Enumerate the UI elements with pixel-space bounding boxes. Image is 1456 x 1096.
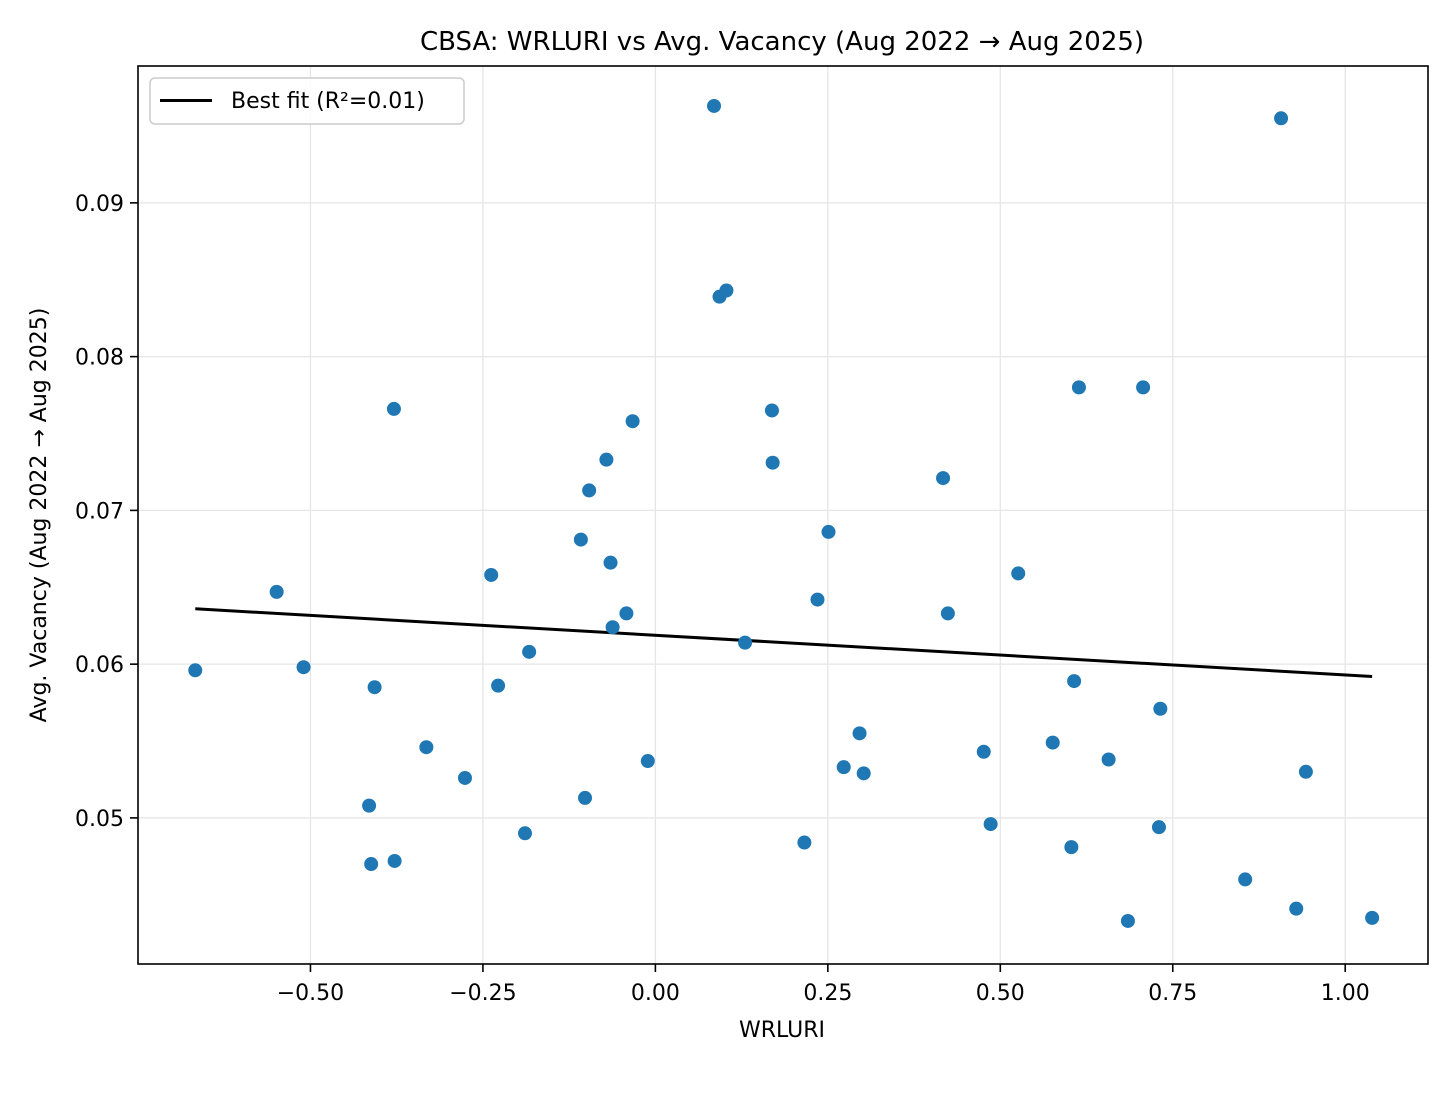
axis-ticks: −0.50 −0.25 0.00 0.25 0.50 0.75 1.00 0.05 0.06 0.… xyxy=(75,192,1370,1006)
data-point xyxy=(1274,111,1289,126)
data-point xyxy=(1101,752,1116,767)
data-point xyxy=(976,744,991,759)
y-tick-label: 0.09 xyxy=(75,192,124,217)
data-point xyxy=(1365,910,1380,925)
data-point xyxy=(605,620,620,635)
x-axis-label: WRLURI xyxy=(739,1018,825,1043)
data-point xyxy=(578,790,593,805)
data-point xyxy=(836,760,851,775)
y-axis-label: Avg. Vacancy (Aug 2022 → Aug 2025) xyxy=(27,308,52,723)
legend: Best fit (R²=0.01) xyxy=(149,77,465,125)
data-point xyxy=(764,403,779,418)
data-point xyxy=(1151,820,1166,835)
data-point xyxy=(1120,913,1135,928)
data-point xyxy=(522,644,537,659)
data-point xyxy=(419,740,434,755)
data-point xyxy=(387,853,402,868)
data-points xyxy=(188,98,1380,928)
data-point xyxy=(491,678,506,693)
x-tick-label: −0.50 xyxy=(277,981,344,1006)
y-tick-label: 0.07 xyxy=(75,499,124,524)
data-point xyxy=(797,835,812,850)
data-point xyxy=(386,401,401,416)
y-tick-label: 0.05 xyxy=(75,807,124,832)
data-point xyxy=(188,663,203,678)
data-point xyxy=(936,471,951,486)
data-point xyxy=(719,283,734,298)
data-point xyxy=(364,857,379,872)
data-point xyxy=(1136,380,1151,395)
data-point xyxy=(625,414,640,429)
data-point xyxy=(1064,840,1079,855)
legend-fit-line-label: Best fit (R²=0.01) xyxy=(231,89,425,114)
data-point xyxy=(738,635,753,650)
data-point xyxy=(852,726,867,741)
data-point xyxy=(1238,872,1253,887)
y-tick-label: 0.06 xyxy=(75,653,124,678)
data-point xyxy=(599,452,614,467)
data-point xyxy=(1298,764,1313,779)
data-point xyxy=(1045,735,1060,750)
data-point xyxy=(573,532,588,547)
data-point xyxy=(603,555,618,570)
data-point xyxy=(619,606,634,621)
plot-frame xyxy=(137,65,1429,965)
legend-box xyxy=(149,77,465,125)
best-fit-line xyxy=(195,607,1373,678)
x-tick-label: 0.00 xyxy=(631,981,680,1006)
data-point xyxy=(707,98,722,113)
data-point xyxy=(1071,380,1086,395)
data-point xyxy=(983,817,998,832)
fit-line-layer xyxy=(195,607,1373,678)
x-tick-label: 0.50 xyxy=(976,981,1025,1006)
data-point xyxy=(1067,674,1082,689)
chart-title: CBSA: WRLURI vs Avg. Vacancy (Aug 2022 →… xyxy=(420,27,1144,57)
grid-lines xyxy=(138,66,1428,964)
data-point xyxy=(765,455,780,470)
data-point xyxy=(457,770,472,785)
x-tick-label: 1.00 xyxy=(1321,981,1370,1006)
data-point xyxy=(1153,701,1168,716)
data-point xyxy=(582,483,597,498)
data-point xyxy=(821,524,836,539)
data-point xyxy=(362,798,377,813)
x-tick-label: 0.25 xyxy=(803,981,852,1006)
data-point xyxy=(940,606,955,621)
data-point xyxy=(1289,901,1304,916)
data-point xyxy=(367,680,382,695)
x-tick-label: 0.75 xyxy=(1148,981,1197,1006)
data-point xyxy=(296,660,311,675)
data-point xyxy=(856,766,871,781)
data-point xyxy=(640,754,655,769)
data-point xyxy=(269,584,284,599)
data-point xyxy=(810,592,825,607)
data-point xyxy=(518,826,532,841)
data-point xyxy=(1011,566,1026,581)
data-point xyxy=(484,567,499,582)
y-tick-label: 0.08 xyxy=(75,346,124,371)
x-tick-label: −0.25 xyxy=(449,981,516,1006)
